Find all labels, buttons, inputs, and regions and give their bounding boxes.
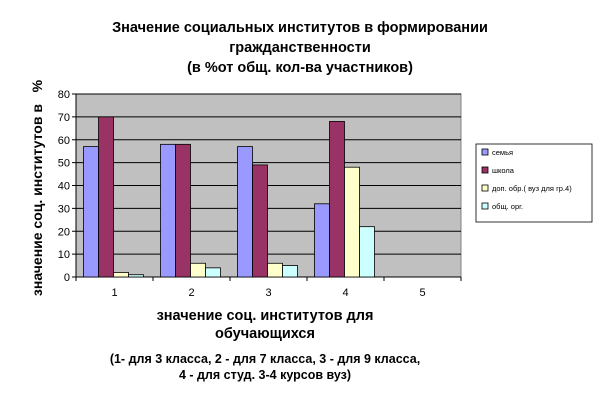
legend-swatch-2 bbox=[481, 166, 489, 174]
bar-series-3-cat-1 bbox=[113, 272, 129, 278]
bar-series-3-cat-3 bbox=[267, 262, 283, 278]
legend-label-3: доп. обр.( вуз для гр.4) bbox=[492, 184, 572, 193]
y-tick-label: 80 bbox=[58, 89, 70, 101]
y-axis-title-container: значение соц. институтов в % bbox=[12, 72, 56, 304]
chart-title-line-2: гражданственности bbox=[229, 40, 371, 56]
y-axis-title: значение соц. институтов в % bbox=[29, 79, 45, 296]
bar-series-2-cat-1 bbox=[98, 116, 114, 278]
chart-title-line-3: (в %от общ. кол-ва участников) bbox=[187, 60, 413, 76]
legend-swatch-3 bbox=[481, 184, 489, 192]
bar-series-1-cat-3 bbox=[237, 146, 253, 278]
y-tick-label: 10 bbox=[58, 249, 70, 261]
legend-label-1: семья bbox=[492, 148, 513, 157]
y-tick-label: 20 bbox=[58, 226, 70, 238]
bar-series-2-cat-4 bbox=[329, 121, 345, 278]
y-tick-label: 70 bbox=[58, 112, 70, 124]
x-tick-label: 3 bbox=[265, 287, 271, 299]
y-axis-title-svg: значение соц. институтов в % bbox=[29, 79, 45, 296]
bar-series-1-cat-2 bbox=[160, 143, 176, 278]
category-note-line-2: 4 - для студ. 3-4 курсов вуз) bbox=[178, 368, 352, 382]
bar-series-4-cat-4 bbox=[359, 226, 375, 278]
bar-series-1-cat-1 bbox=[83, 146, 99, 278]
bar-series-3-cat-4 bbox=[344, 166, 360, 278]
y-tick-label: 0 bbox=[64, 272, 70, 284]
bar-series-4-cat-3 bbox=[282, 265, 298, 278]
bar-series-2-cat-3 bbox=[252, 164, 268, 278]
x-tick-label: 4 bbox=[342, 287, 348, 299]
y-tick-label: 40 bbox=[58, 181, 70, 193]
bar-series-1-cat-4 bbox=[314, 203, 330, 278]
legend-label-2: школа bbox=[492, 166, 515, 175]
y-tick-label: 60 bbox=[58, 135, 70, 147]
x-axis-title-line-2: обучающихся bbox=[215, 326, 315, 342]
legend-swatch-1 bbox=[481, 148, 489, 156]
x-axis-title-line-1: значение соц. институтов для bbox=[156, 308, 374, 324]
x-tick-label: 2 bbox=[188, 287, 194, 299]
y-tick-label: 50 bbox=[58, 158, 70, 170]
bar-series-2-cat-2 bbox=[175, 143, 191, 278]
bar-series-4-cat-1 bbox=[128, 274, 144, 278]
y-tick-label: 30 bbox=[58, 203, 70, 215]
bar-series-3-cat-2 bbox=[190, 262, 206, 278]
x-tick-label: 1 bbox=[111, 287, 117, 299]
chart-title-line-1: Значение социальных институтов в формиро… bbox=[112, 20, 488, 36]
legend-box bbox=[475, 143, 593, 223]
legend-label-4: общ. орг. bbox=[492, 202, 523, 211]
legend-swatch-4 bbox=[481, 202, 489, 210]
category-note-line-1: (1- для 3 класса, 2 - для 7 класса, 3 - … bbox=[109, 352, 421, 366]
bar-series-4-cat-2 bbox=[205, 267, 221, 278]
x-tick-label: 5 bbox=[419, 287, 425, 299]
